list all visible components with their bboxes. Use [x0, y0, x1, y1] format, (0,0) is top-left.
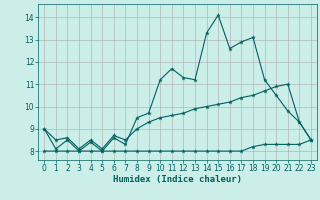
X-axis label: Humidex (Indice chaleur): Humidex (Indice chaleur) — [113, 175, 242, 184]
